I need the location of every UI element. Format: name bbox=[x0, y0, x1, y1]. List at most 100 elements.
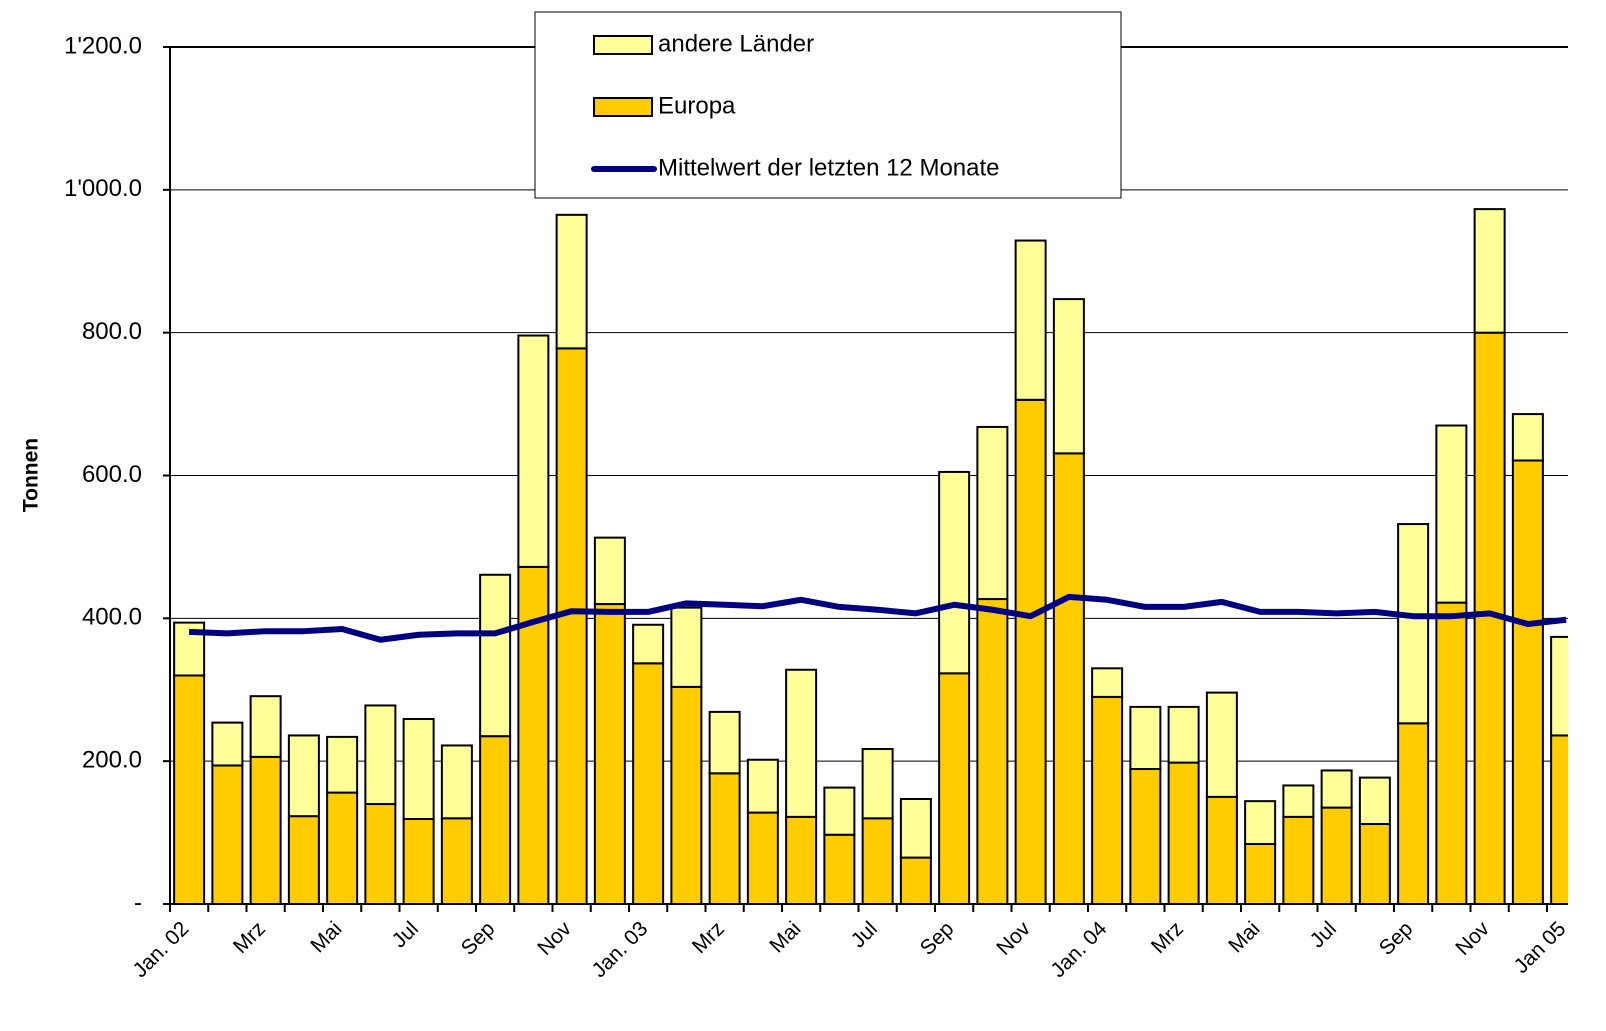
bar-segment bbox=[1167, 705, 1200, 764]
bar-segment bbox=[1244, 800, 1277, 846]
x-tick-label: Sep bbox=[457, 917, 500, 960]
x-tick-label: Sep bbox=[916, 917, 959, 960]
bar-segment bbox=[861, 817, 894, 905]
bar-segment bbox=[479, 573, 512, 738]
bar-segment bbox=[593, 536, 626, 606]
bar-segment bbox=[555, 347, 588, 905]
bar-segment bbox=[1282, 784, 1315, 818]
x-tick-label: Jan. 04 bbox=[1046, 917, 1111, 982]
bar-segment bbox=[287, 815, 320, 905]
legend-swatch bbox=[593, 97, 653, 117]
y-axis-title: Tonnen bbox=[20, 438, 43, 512]
bar-segment bbox=[976, 598, 1009, 905]
y-tick-label: 600.0 bbox=[82, 461, 142, 488]
bar-segment bbox=[364, 704, 397, 806]
bar-segment bbox=[785, 815, 818, 905]
bar-segment bbox=[173, 674, 206, 906]
bar-segment bbox=[440, 817, 473, 905]
bar-segment bbox=[326, 791, 359, 906]
bar-segment bbox=[1358, 776, 1391, 826]
bar-segment bbox=[402, 818, 435, 905]
x-tick-label: Jan 05 bbox=[1510, 917, 1571, 978]
bar-segment bbox=[1129, 768, 1162, 906]
plot: Jan. 02 Mrz Mai Jul Sep Nov Jan. 03 Mrz Mai Jul Se… bbox=[128, 46, 1571, 982]
y-tick-label: 200.0 bbox=[82, 747, 142, 774]
bar-segment bbox=[1052, 298, 1085, 455]
bar-segment bbox=[938, 672, 971, 905]
legend-label: Mittelwert der letzten 12 Monate bbox=[658, 154, 1000, 181]
bar-segment bbox=[632, 662, 665, 905]
bar-segment bbox=[1091, 667, 1124, 698]
bar-segment bbox=[211, 721, 244, 767]
x-tick-label: Mai bbox=[1224, 917, 1264, 957]
x-tick-label: Sep bbox=[1375, 917, 1418, 960]
bar-segment bbox=[746, 811, 779, 905]
bar-segment bbox=[517, 334, 550, 568]
bar-segment bbox=[211, 764, 244, 905]
bar-segment bbox=[287, 734, 320, 818]
x-tick-label: Jul bbox=[1306, 917, 1341, 952]
bar-segment bbox=[1244, 843, 1277, 906]
x-tick-label: Nov bbox=[1451, 917, 1494, 960]
bar-segment bbox=[746, 758, 779, 814]
legend: andere Länder Europa Mittelwert der letzte… bbox=[534, 11, 1122, 199]
bar-segment bbox=[555, 213, 588, 350]
bar-segment bbox=[1129, 705, 1162, 771]
bar-segment bbox=[1205, 795, 1238, 905]
bar-segment bbox=[1167, 761, 1200, 905]
x-tick-label: Jan. 02 bbox=[128, 917, 193, 982]
bar-segment bbox=[1435, 424, 1468, 604]
bar-segment bbox=[1320, 806, 1353, 906]
y-tick-label: 1'200.0 bbox=[64, 32, 142, 59]
bar-segment bbox=[670, 606, 703, 688]
y-tick-label: 1'000.0 bbox=[64, 175, 142, 202]
bar-segment bbox=[402, 718, 435, 821]
x-tick-label: Mrz bbox=[688, 917, 729, 958]
bar-segment bbox=[670, 685, 703, 905]
bar-segment bbox=[1320, 769, 1353, 809]
bar-segment bbox=[326, 735, 359, 794]
bar-segment bbox=[899, 798, 932, 859]
bar-segment bbox=[1550, 734, 1568, 905]
bar-segment bbox=[364, 803, 397, 905]
bar-segment bbox=[823, 786, 856, 836]
bar-segment bbox=[1511, 459, 1544, 905]
bar-segment bbox=[249, 695, 282, 758]
x-tick-label: Mrz bbox=[229, 917, 270, 958]
legend-swatch bbox=[593, 35, 653, 55]
bar-segment bbox=[1435, 601, 1468, 905]
x-tick-label: Nov bbox=[992, 917, 1035, 960]
bar-segment bbox=[861, 748, 894, 820]
x-tick-label: Mrz bbox=[1147, 917, 1188, 958]
bar-segment bbox=[1052, 452, 1085, 905]
x-tick-label: Mai bbox=[765, 917, 805, 957]
bar-segment bbox=[1397, 722, 1430, 906]
x-tick-label: Jul bbox=[388, 917, 423, 952]
legend-label: andere Länder bbox=[658, 30, 814, 57]
bar-segment bbox=[785, 668, 818, 818]
x-tick-label: Mai bbox=[306, 917, 346, 957]
bar-segment bbox=[1511, 413, 1544, 462]
legend-label: Europa bbox=[658, 92, 736, 119]
bar-segment bbox=[1205, 691, 1238, 798]
bar-segment bbox=[708, 772, 741, 905]
x-tick-label: Jul bbox=[847, 917, 882, 952]
bar-segment bbox=[976, 425, 1009, 601]
x-tick-label: Jan. 03 bbox=[587, 917, 652, 982]
bar-segment bbox=[938, 470, 971, 675]
bar-segment bbox=[593, 603, 626, 905]
bar-segment bbox=[1473, 208, 1506, 334]
bar-segment bbox=[1014, 398, 1047, 905]
bar-segment bbox=[1014, 239, 1047, 401]
bar-segment bbox=[708, 710, 741, 775]
bar-segment bbox=[1397, 523, 1430, 725]
bar-segment bbox=[632, 623, 665, 665]
y-tick-label: - bbox=[134, 889, 142, 916]
x-tick-label: Nov bbox=[533, 917, 576, 960]
y-tick-label: 400.0 bbox=[82, 604, 142, 631]
bar-segment bbox=[899, 856, 932, 905]
bar-segment bbox=[823, 833, 856, 905]
bar-segment bbox=[1091, 695, 1124, 905]
bar-segment bbox=[1282, 815, 1315, 905]
